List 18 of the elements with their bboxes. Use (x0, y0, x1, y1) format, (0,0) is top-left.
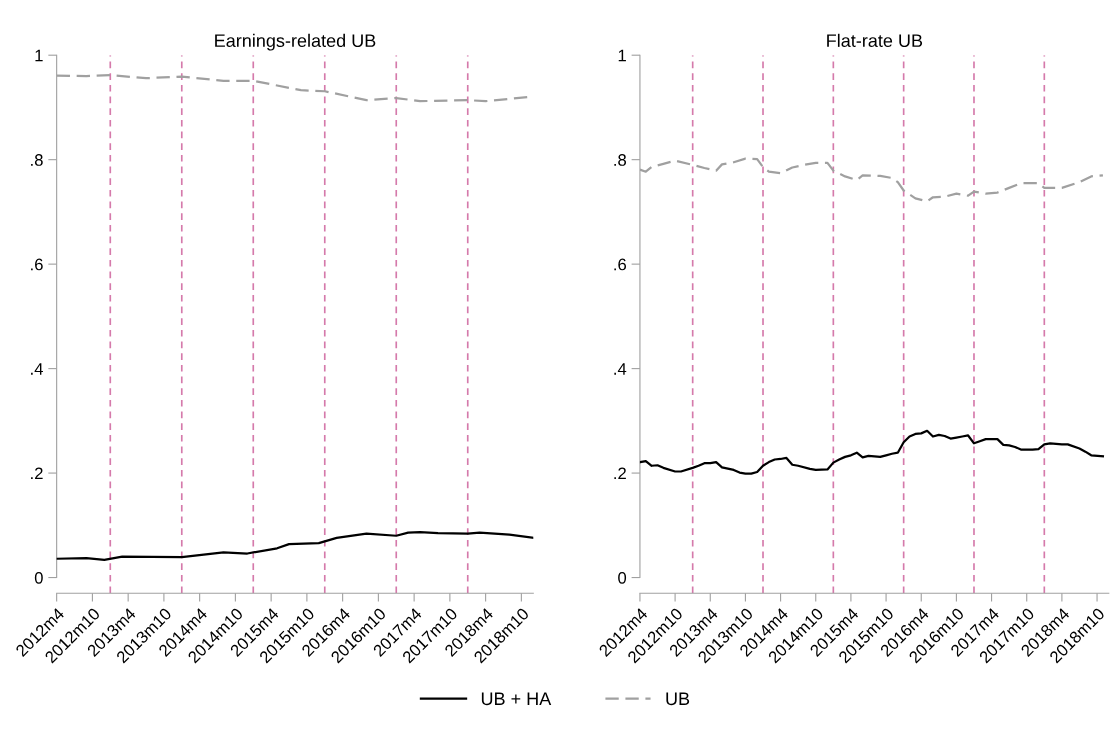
y-tick-label: .2 (614, 467, 626, 480)
y-tick-label: 1 (35, 49, 43, 62)
y-tick-label: .4 (614, 363, 627, 375)
line-series (639, 429, 1105, 475)
y-tick-label: .6 (614, 258, 627, 271)
y-tick-label: 1 (618, 49, 626, 62)
chart-title: Flat-rate UB (827, 33, 923, 48)
y-tick-label: 0 (618, 571, 627, 584)
chart-title: Earnings-related UB (215, 33, 376, 51)
y-tick-label: .6 (31, 258, 43, 271)
y-tick-label: .8 (31, 154, 43, 166)
legend-label: UB + HA (481, 692, 552, 706)
y-tick-label: .8 (614, 154, 627, 166)
legend-label: UB (666, 692, 690, 706)
y-tick-label: .2 (31, 467, 43, 480)
y-tick-label: 0 (34, 571, 43, 584)
y-tick-label: .4 (31, 363, 43, 375)
line-series (56, 530, 534, 561)
